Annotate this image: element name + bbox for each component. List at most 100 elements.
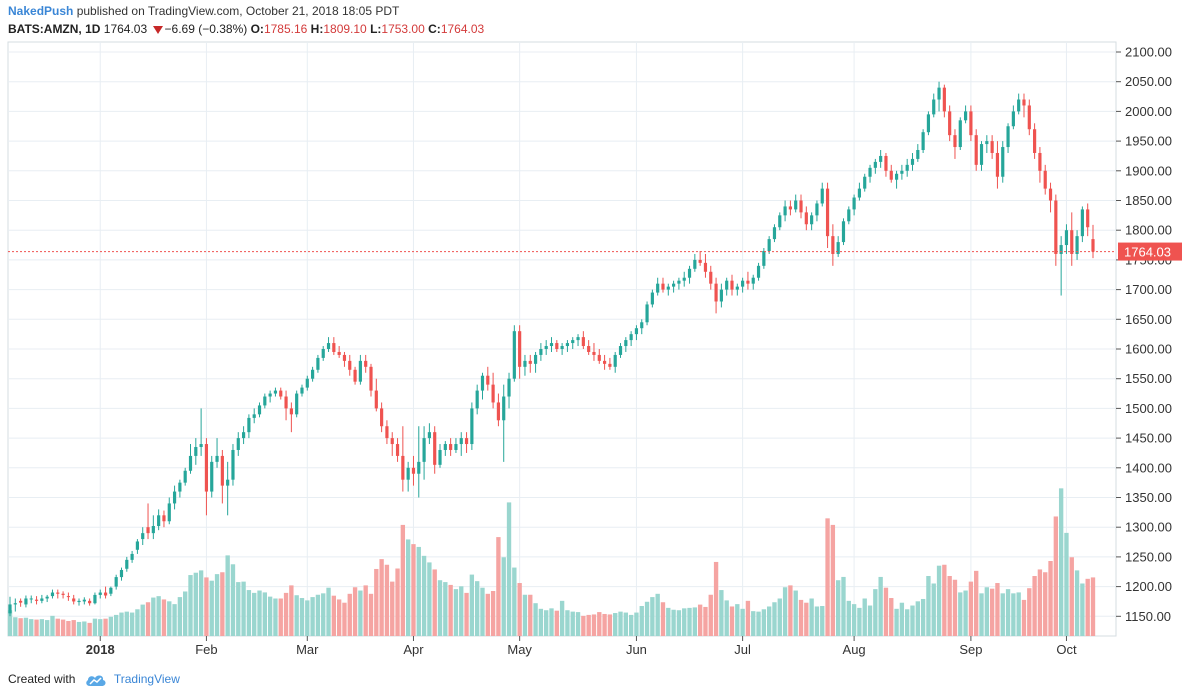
volume-bar — [581, 615, 586, 636]
candle-body — [597, 354, 601, 361]
volume-bar — [682, 608, 687, 636]
candle-body — [592, 351, 596, 355]
volume-bar — [989, 588, 995, 636]
price-tick-label: 1450.00 — [1125, 431, 1172, 446]
candle-body — [93, 594, 97, 604]
volume-bar — [984, 587, 990, 636]
volume-bar — [1074, 570, 1080, 636]
candle-body — [311, 369, 315, 379]
author-name[interactable]: NakedPush — [8, 4, 74, 18]
candle-body — [61, 593, 65, 595]
candle-body — [714, 283, 718, 302]
volume-bar — [554, 610, 559, 636]
volume-bar — [44, 620, 50, 636]
time-tick-label: Apr — [403, 642, 424, 657]
volume-bar — [549, 608, 554, 636]
candle-body — [937, 87, 941, 100]
candle-body — [34, 599, 39, 601]
price-tick-label: 1650.00 — [1125, 312, 1172, 327]
candle-body — [576, 337, 580, 341]
candle-body — [900, 170, 904, 174]
volume-bar — [437, 580, 443, 636]
volume-bar — [777, 598, 782, 636]
volume-bar — [87, 622, 92, 636]
candle-body — [236, 438, 240, 450]
volume-bar — [326, 587, 331, 636]
candle-body — [449, 444, 453, 450]
volume-bar — [841, 576, 846, 636]
volume-bar — [703, 606, 708, 636]
candle-body — [661, 283, 665, 290]
volume-bar — [697, 604, 703, 636]
volume-bar — [236, 582, 241, 636]
candle-body — [571, 340, 575, 344]
volume-bar — [198, 570, 204, 636]
close-value: 1764.03 — [440, 22, 485, 36]
candle-body — [374, 390, 378, 409]
candle-body — [926, 114, 931, 133]
volume-bar — [485, 593, 490, 636]
volume-bar — [894, 608, 899, 636]
time-tick-label: Jun — [626, 642, 647, 657]
volume-bar — [336, 599, 342, 636]
candle-body — [857, 188, 862, 198]
volume-bar — [246, 590, 252, 636]
candle-body — [772, 227, 777, 240]
candle-body — [565, 343, 570, 347]
volume-bar — [926, 576, 931, 636]
volume-bar — [299, 598, 305, 636]
volume-bar — [490, 591, 496, 636]
volume-bar — [443, 582, 448, 636]
candle-body — [990, 141, 994, 153]
price-tick-label: 2000.00 — [1125, 104, 1172, 119]
candle-body — [45, 596, 49, 599]
candle-body — [119, 569, 124, 578]
volume-bar — [968, 581, 974, 636]
candle-body — [390, 438, 394, 445]
price-tick-label: 1600.00 — [1125, 342, 1172, 357]
volume-bar — [342, 602, 347, 636]
volume-bar — [278, 598, 283, 636]
volume-bar — [676, 610, 682, 636]
candle-body — [995, 152, 1000, 177]
volume-bar — [321, 593, 326, 636]
volume-bar — [469, 574, 475, 636]
volume-bar — [368, 593, 374, 636]
candle-body — [411, 467, 416, 474]
volume-bar — [262, 592, 268, 636]
tradingview-link[interactable]: TradingView — [113, 672, 180, 686]
volume-bar — [713, 561, 719, 636]
price-tick-label: 1950.00 — [1125, 134, 1172, 149]
candle-body — [385, 426, 389, 439]
volume-bar — [692, 607, 698, 636]
candle-body — [167, 503, 171, 522]
volume-bar — [512, 567, 517, 636]
candle-body — [1054, 200, 1058, 254]
candle-body — [969, 111, 973, 136]
candle-body — [507, 378, 511, 397]
volume-bar — [1069, 557, 1074, 636]
price-tick-label: 1700.00 — [1125, 282, 1172, 297]
candle-body — [640, 322, 644, 329]
volume-bar — [559, 600, 565, 636]
candle-body — [751, 277, 755, 284]
volume-bar — [809, 598, 814, 636]
volume-bar — [384, 564, 390, 636]
last-price-tag — [1118, 242, 1182, 261]
volume-bar — [113, 614, 119, 636]
candle-body — [725, 280, 729, 290]
candle-body — [178, 482, 182, 492]
candle-body — [326, 343, 331, 349]
volume-bar — [1053, 516, 1059, 636]
volume-bar — [820, 606, 825, 636]
candle-body — [555, 343, 559, 349]
publish-info: NakedPush published on TradingView.com, … — [8, 4, 399, 18]
candle-body — [894, 173, 899, 180]
volume-bar — [613, 613, 618, 636]
candle-body — [470, 408, 474, 445]
candle-body — [693, 259, 697, 269]
volume-bar — [1058, 488, 1064, 636]
candle-body — [873, 161, 877, 168]
volume-bar — [867, 605, 873, 636]
